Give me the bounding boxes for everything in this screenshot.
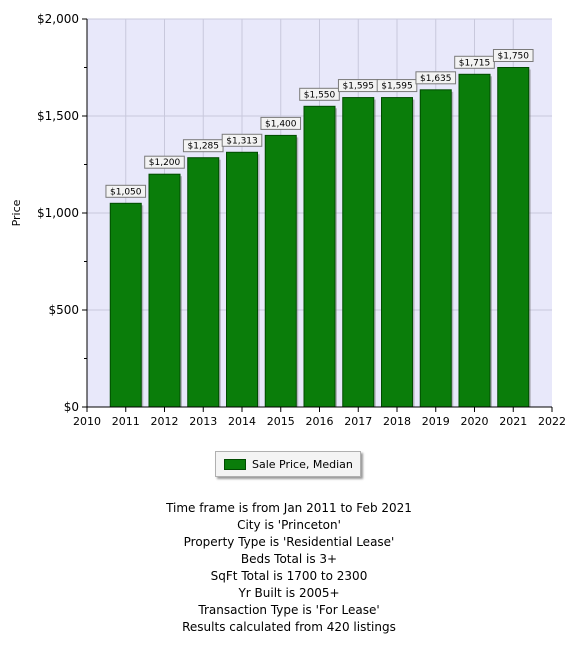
note-time-frame: Time frame is from Jan 2011 to Feb 2021 xyxy=(166,501,412,515)
data-label-box xyxy=(221,133,263,147)
data-label-box xyxy=(454,55,495,69)
y-tick-label: $1,000 xyxy=(37,206,79,220)
note-results-count: Results calculated from 420 listings xyxy=(182,620,396,634)
data-label-box xyxy=(415,71,457,85)
y-tick-label: $2,000 xyxy=(37,12,79,26)
data-label: $1,400 xyxy=(265,119,297,129)
legend-label: Sale Price, Median xyxy=(252,457,353,471)
bar xyxy=(458,73,491,408)
data-label: $1,750 xyxy=(498,52,530,62)
legend-swatch xyxy=(224,458,246,470)
data-label: $1,595 xyxy=(343,82,375,92)
x-tick-label: 2018 xyxy=(383,415,411,428)
bar xyxy=(187,157,220,408)
note-property-type: Property Type is 'Residential Lease' xyxy=(183,535,395,549)
data-label-box xyxy=(105,184,147,198)
y-tick-label: $500 xyxy=(48,303,79,317)
bar xyxy=(342,97,375,408)
bar xyxy=(303,105,336,408)
note-sqft: SqFt Total is 1700 to 2300 xyxy=(210,569,368,583)
x-tick-label: 2014 xyxy=(228,415,256,428)
y-tick-label: $0 xyxy=(64,400,79,414)
data-label: $1,313 xyxy=(226,136,258,146)
x-tick-label: 2010 xyxy=(73,415,101,428)
chart-legend: Sale Price, Median xyxy=(215,451,361,477)
x-tick-label: 2011 xyxy=(112,415,140,428)
data-label: $1,550 xyxy=(304,90,336,100)
x-tick-label: 2017 xyxy=(344,415,372,428)
bar-chart: $0 $500 $1,000 $1,500 $2,000 2010 2011 2012 2013… xyxy=(10,12,566,428)
data-label-box xyxy=(376,79,418,93)
filter-notes: Time frame is from Jan 2011 to Feb 2021 … xyxy=(0,500,578,636)
bar xyxy=(109,202,142,408)
note-year-built: Yr Built is 2005+ xyxy=(238,586,340,600)
note-beds: Beds Total is 3+ xyxy=(240,552,338,566)
y-axis-label: Price xyxy=(10,199,23,226)
bar xyxy=(264,134,297,408)
data-label-box xyxy=(144,155,185,169)
data-label: $1,595 xyxy=(381,82,413,92)
x-tick-label: 2020 xyxy=(461,415,489,428)
data-label-box xyxy=(299,87,340,101)
x-tick-label: 2019 xyxy=(422,415,450,428)
y-tick-label: $1,500 xyxy=(37,109,79,123)
x-tick-label: 2012 xyxy=(151,415,179,428)
data-label: $1,200 xyxy=(149,158,181,168)
data-label: $1,285 xyxy=(188,142,220,152)
data-label-box xyxy=(492,49,534,62)
bar xyxy=(497,67,530,408)
bar xyxy=(226,151,258,408)
x-tick-label: 2022 xyxy=(538,415,566,428)
bar xyxy=(148,173,181,408)
data-label: $1,050 xyxy=(110,187,142,197)
note-transaction-type: Transaction Type is 'For Lease' xyxy=(198,603,380,617)
bar xyxy=(419,89,452,408)
x-tick-label: 2016 xyxy=(306,415,334,428)
note-city: City is 'Princeton' xyxy=(237,518,341,532)
bar xyxy=(381,97,413,408)
x-tick-label: 2015 xyxy=(267,415,295,428)
x-tick-label: 2021 xyxy=(499,415,527,428)
data-label: $1,635 xyxy=(420,74,452,84)
data-label-box xyxy=(260,116,302,130)
data-label: $1,715 xyxy=(459,58,491,68)
x-tick-label: 2013 xyxy=(189,415,217,428)
